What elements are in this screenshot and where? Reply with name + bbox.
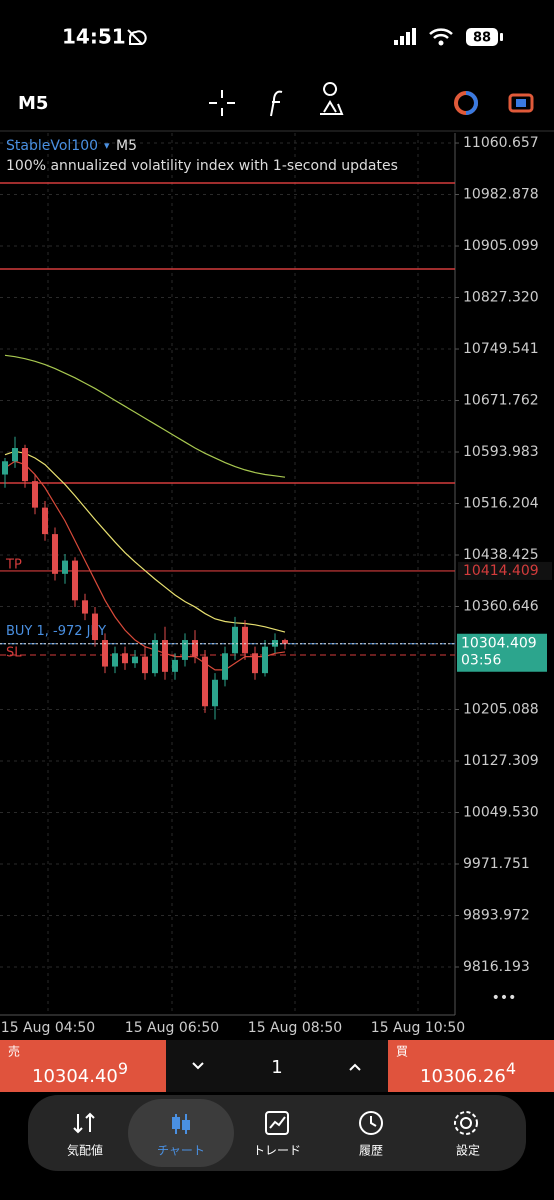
buy-button[interactable] <box>388 1040 554 1092</box>
candle-body <box>262 646 268 674</box>
battery-level: 88 <box>473 31 491 46</box>
sell-price: 10304.409 <box>32 1059 128 1088</box>
symbol-timeframe: M5 <box>116 138 137 154</box>
tab-chart[interactable]: チャート <box>157 1144 205 1158</box>
current-price-box <box>457 633 547 672</box>
candle-body <box>2 461 8 475</box>
candle-body <box>182 640 188 660</box>
candle-body <box>72 560 78 601</box>
candle-body <box>42 507 48 535</box>
tab-icons <box>73 1111 478 1135</box>
moving-average <box>4 450 286 633</box>
buy-price-main: 10306.26 <box>420 1066 506 1087</box>
chart-plot: TP SL BUY 1, -972 JPY <box>0 133 455 1015</box>
candle-body <box>212 679 218 707</box>
current-price-label: 10304.409 <box>461 636 537 652</box>
candle-body <box>152 640 158 674</box>
bar-timer: 03:56 <box>461 653 501 669</box>
toolbar-icons[interactable] <box>209 82 534 117</box>
buy-label: 買 <box>396 1045 408 1059</box>
buy-price-last-digit: 4 <box>506 1059 516 1078</box>
timeframe-button[interactable]: M5 <box>18 93 48 114</box>
candle-body <box>242 626 248 654</box>
candle-body <box>12 448 18 462</box>
x-tick-label: 15 Aug 04:50 <box>1 1020 95 1036</box>
position-label: BUY 1, -972 JPY <box>6 624 106 639</box>
tab-trade[interactable]: トレード <box>253 1144 301 1158</box>
candle-body <box>132 656 138 664</box>
y-tick-label: 9893.972 <box>463 908 530 924</box>
candle-body <box>62 560 68 574</box>
y-tick-label: 9816.193 <box>463 959 530 975</box>
candle-body <box>32 481 38 508</box>
y-tick-label: 10205.088 <box>463 702 539 718</box>
volume[interactable]: 1 <box>271 1057 282 1078</box>
y-tick-label: 10049.530 <box>463 805 539 821</box>
tab-settings[interactable]: 設定 <box>456 1143 480 1158</box>
candle-body <box>92 613 98 641</box>
y-tick-label: 10982.878 <box>463 187 539 203</box>
candle-body <box>202 656 208 707</box>
candle-body <box>232 626 238 654</box>
y-tick-label: 9971.751 <box>463 856 530 872</box>
x-tick-label: 15 Aug 08:50 <box>248 1020 342 1036</box>
sl-label: SL <box>6 646 22 661</box>
sell-price-last-digit: 9 <box>118 1059 128 1078</box>
candle-body <box>82 600 88 614</box>
sell-price-main: 10304.40 <box>32 1066 118 1087</box>
y-tick-label: 11060.657 <box>463 135 539 151</box>
candle-body <box>112 653 118 667</box>
candle-body <box>282 640 288 644</box>
tp-price-label: 10414.409 <box>463 563 539 579</box>
sell-label: 売 <box>8 1044 20 1059</box>
moving-average <box>4 354 286 478</box>
y-tick-label: 10905.099 <box>463 238 539 254</box>
y-tick-label: 10127.309 <box>463 753 539 769</box>
volume-up[interactable] <box>349 1063 361 1071</box>
candle-body <box>22 448 28 482</box>
tp-label: TP <box>5 557 22 572</box>
candle-body <box>142 656 148 674</box>
y-tick-label: 10360.646 <box>463 599 539 615</box>
volume-panel <box>166 1040 388 1092</box>
status-time: 14:51 <box>62 25 126 49</box>
symbol-dropdown[interactable]: ▾ <box>104 139 110 152</box>
buy-price: 10306.264 <box>420 1059 516 1088</box>
y-tick-label: 10671.762 <box>463 393 539 409</box>
x-tick-label: 15 Aug 06:50 <box>125 1020 219 1036</box>
candle-body <box>122 653 128 664</box>
tab-active-highlight <box>128 1099 234 1167</box>
y-tick-label: 10749.541 <box>463 341 539 357</box>
y-tick-label: 10827.320 <box>463 290 539 306</box>
tab-quotes[interactable]: 気配値 <box>67 1143 103 1158</box>
sell-button[interactable] <box>0 1040 166 1092</box>
tp-price-box <box>458 561 552 580</box>
symbol[interactable]: StableVol100 <box>6 138 98 154</box>
candle-body <box>252 653 258 674</box>
candle-body <box>102 640 108 667</box>
candle-body <box>162 640 168 672</box>
symbol-description: 100% annualized volatility index with 1-… <box>6 158 398 174</box>
tab-history[interactable]: 履歴 <box>359 1144 383 1158</box>
status-icons <box>127 28 503 46</box>
candle-body <box>192 640 198 657</box>
candle-body <box>172 659 178 672</box>
candle-body <box>222 653 228 680</box>
y-tick-label: 10516.204 <box>463 496 539 512</box>
candle-body <box>52 534 58 574</box>
candle-body <box>272 640 278 647</box>
volume-down[interactable] <box>192 1062 204 1070</box>
y-tick-label: 10593.983 <box>463 444 539 460</box>
more-button[interactable]: ••• <box>492 990 517 1006</box>
x-tick-label: 15 Aug 10:50 <box>371 1020 465 1036</box>
y-tick-label: 10438.425 <box>463 547 539 563</box>
